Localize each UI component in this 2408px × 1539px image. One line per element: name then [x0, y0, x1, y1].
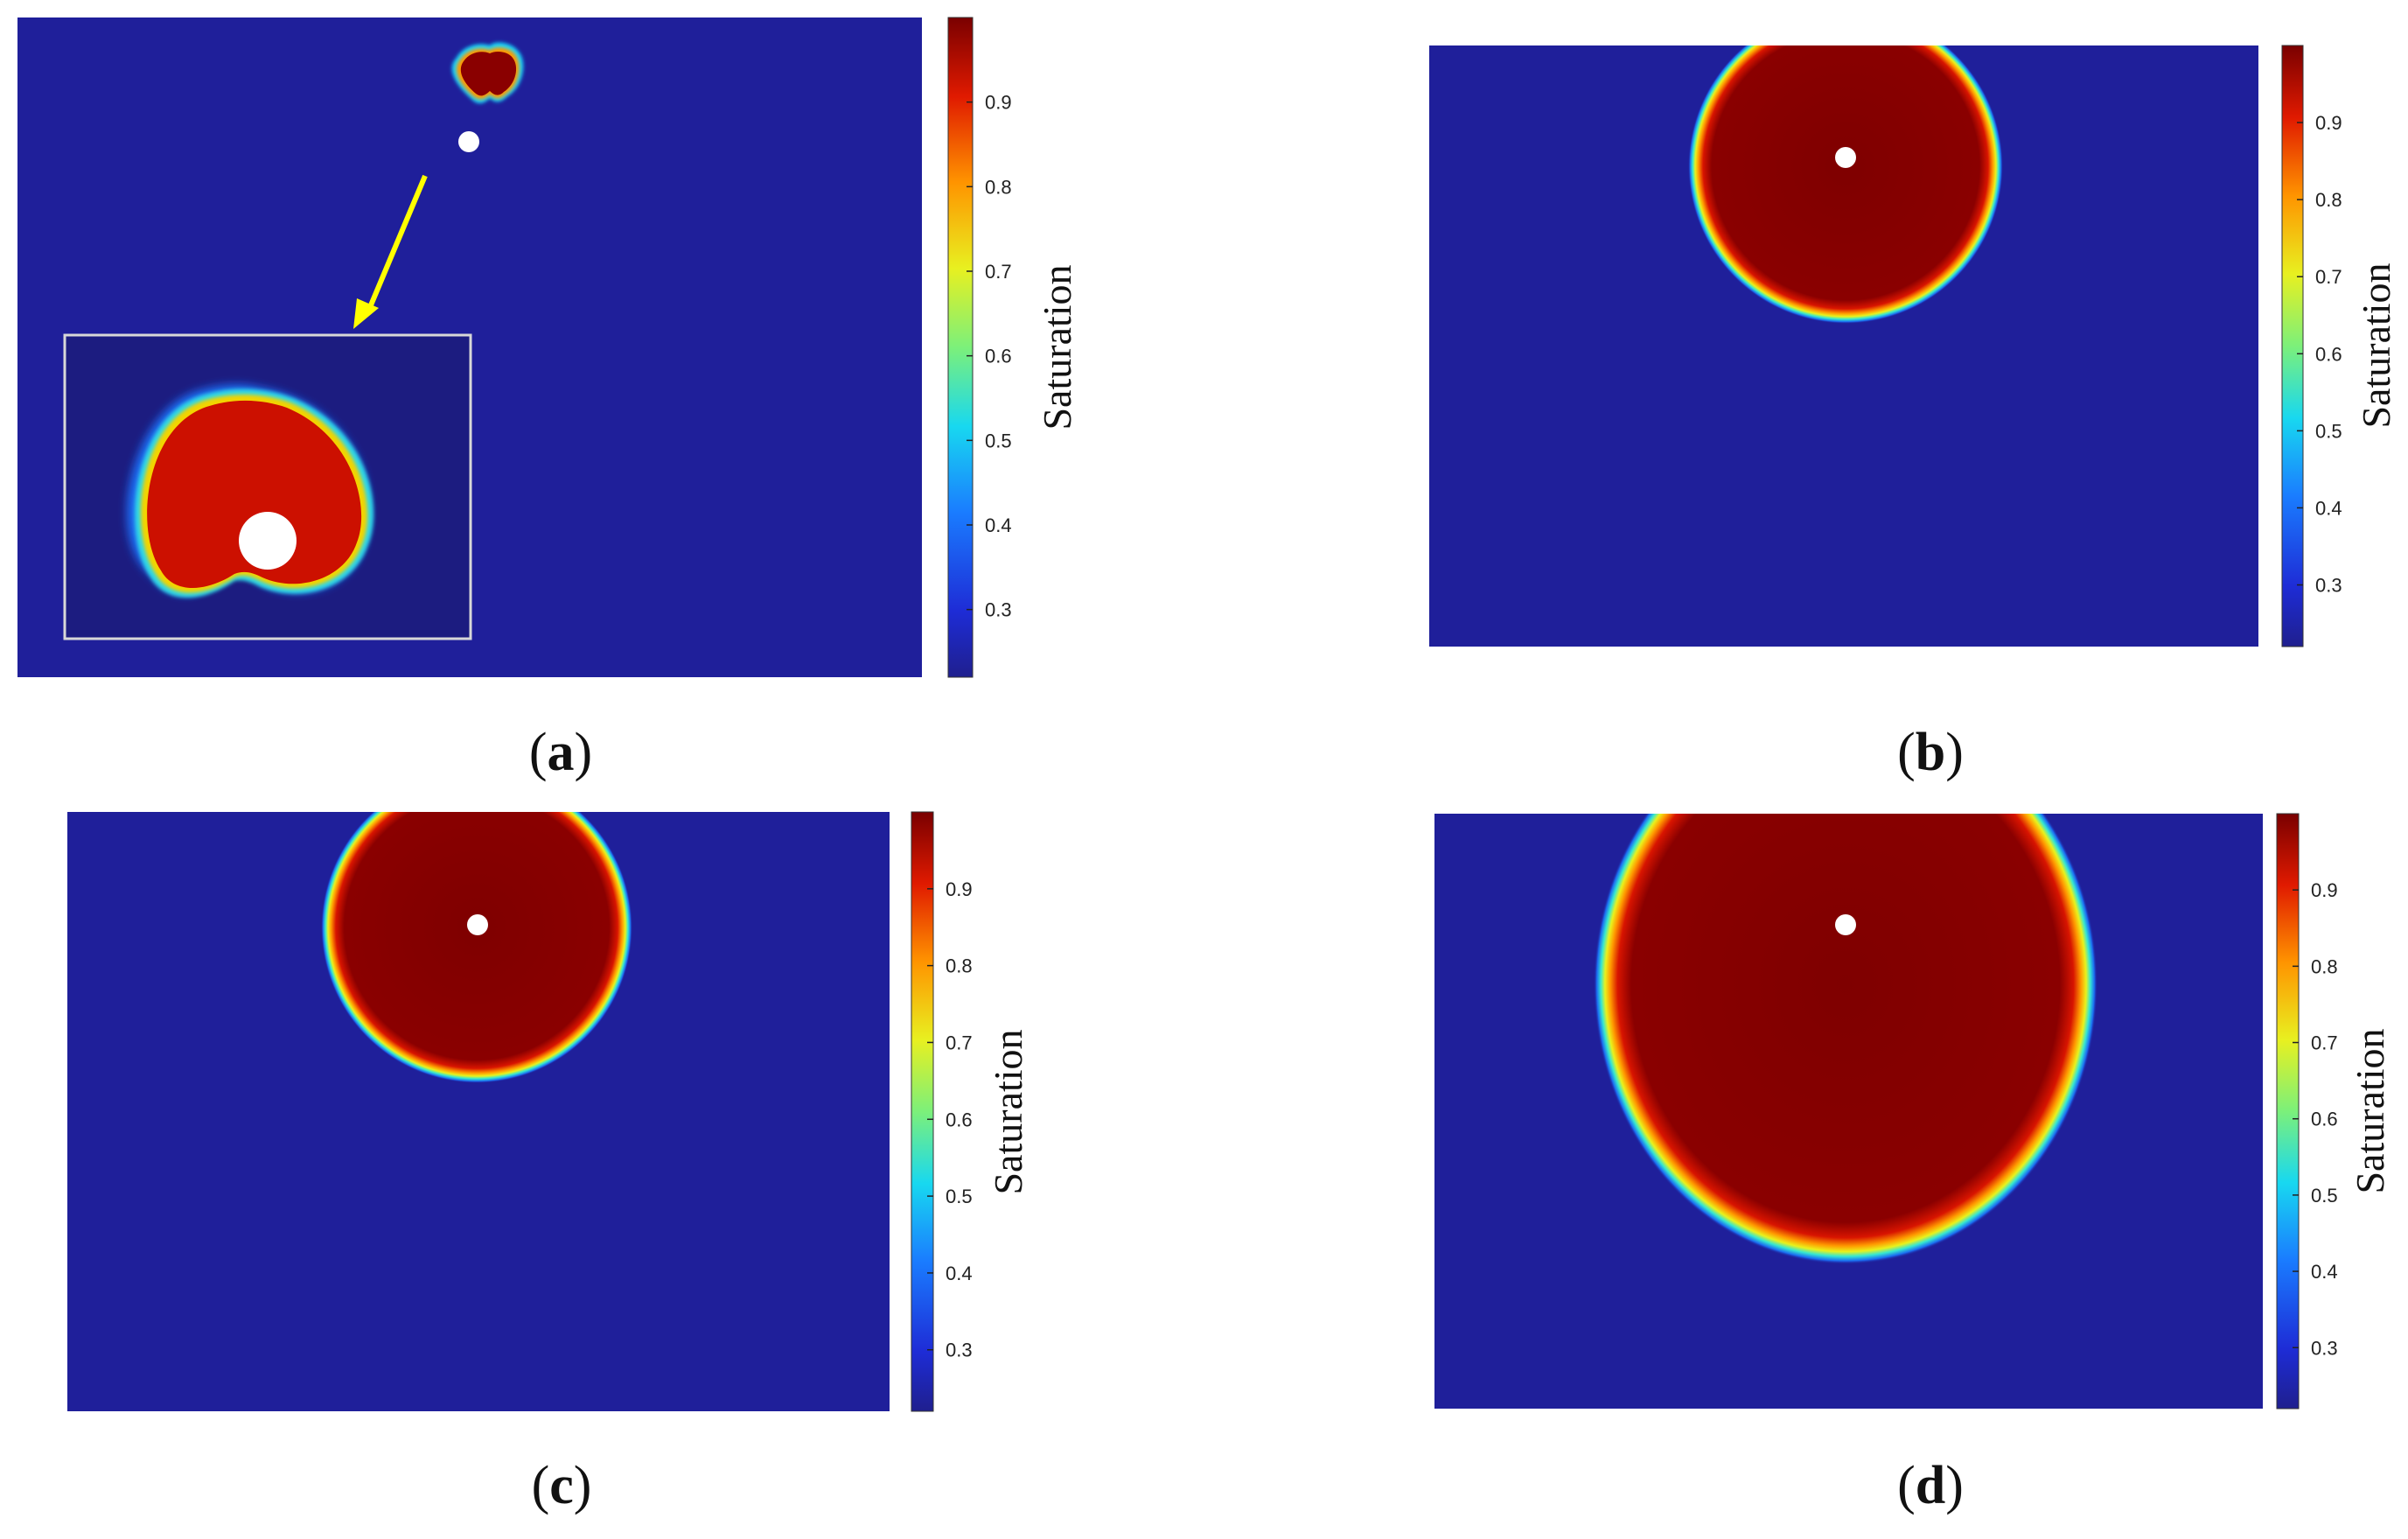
colorbar-tick-label: 0.8: [2315, 189, 2342, 211]
colorbar-tick-label: 0.9: [2311, 879, 2338, 901]
colorbar-tick-label: 0.6: [2315, 343, 2342, 365]
colorbar-tick-label: 0.6: [985, 346, 1012, 367]
panel-b-well: [1835, 147, 1856, 168]
colorbar-tick-label: 0.3: [946, 1340, 973, 1361]
inset-well: [239, 512, 297, 570]
colorbar-tick-label: 0.4: [2311, 1261, 2338, 1283]
panel-c-colorbar-ticks: 0.3 0.4 0.5 0.6 0.7 0.8 0.9: [927, 878, 973, 1361]
panel-b-colorbar: 0.3 0.4 0.5 0.6 0.7 0.8 0.9 Saturation: [2281, 45, 2398, 647]
colorbar-tick-label: 0.8: [985, 176, 1012, 198]
panel-c-label: (c): [532, 1456, 592, 1515]
panel-a: 0.3 0.4 0.5 0.6 0.7 0.8 0.9 Saturation (a): [17, 17, 1079, 782]
colorbar-tick-label: 0.5: [2315, 420, 2342, 442]
panel-a-label: (a): [529, 723, 592, 782]
panel-a-inset: [63, 333, 472, 640]
panel-b-plume: [1688, 45, 2003, 324]
colorbar-tick-label: 0.4: [946, 1263, 973, 1284]
panel-b-label: (b): [1897, 723, 1964, 782]
panel-c-colorbar: 0.3 0.4 0.5 0.6 0.7 0.8 0.9 Saturation: [911, 811, 1030, 1412]
colorbar-tick-label: 0.5: [985, 430, 1012, 451]
colorbar-tick-label: 0.8: [946, 955, 973, 977]
colorbar-tick-label: 0.5: [946, 1186, 973, 1207]
panel-b-colorbar-label: Saturation: [2354, 262, 2398, 428]
colorbar-tick-label: 0.3: [2315, 575, 2342, 597]
panel-a-colorbar-ticks: 0.3 0.4 0.5 0.6 0.7 0.8 0.9: [967, 92, 1012, 621]
panel-d-colorbar-ticks: 0.3 0.4 0.5 0.6 0.7 0.8 0.9: [2293, 879, 2338, 1359]
colorbar-tick-label: 0.7: [2315, 266, 2342, 288]
panel-d-plume: [1594, 814, 2097, 1264]
panel-a-colorbar: 0.3 0.4 0.5 0.6 0.7 0.8 0.9 Saturation: [947, 17, 1079, 678]
colorbar-tick-label: 0.9: [985, 92, 1012, 114]
panel-b-colorbar-ticks: 0.3 0.4 0.5 0.6 0.7 0.8 0.9: [2297, 112, 2342, 597]
colorbar-tick-label: 0.7: [946, 1032, 973, 1053]
colorbar-tick-label: 0.9: [2315, 112, 2342, 134]
panel-d-label: (d): [1897, 1456, 1964, 1515]
panel-c-well: [467, 914, 488, 935]
panel-a-colorbar-label: Saturation: [1035, 264, 1079, 430]
colorbar-tick-label: 0.4: [985, 514, 1012, 536]
colorbar-tick-label: 0.9: [946, 878, 973, 900]
colorbar-tick-label: 0.6: [2311, 1109, 2338, 1130]
panel-c-colorbar-label: Saturation: [986, 1029, 1030, 1194]
colorbar-tick-label: 0.7: [985, 261, 1012, 283]
panel-b: 0.3 0.4 0.5 0.6 0.7 0.8 0.9 Saturation (b): [1429, 45, 2398, 782]
panel-c-plume: [321, 812, 632, 1083]
colorbar-tick-label: 0.3: [985, 599, 1012, 621]
colorbar-tick-label: 0.5: [2311, 1185, 2338, 1207]
panel-d-colorbar: 0.3 0.4 0.5 0.6 0.7 0.8 0.9 Saturation: [2276, 813, 2392, 1410]
panel-d-colorbar-label: Saturation: [2348, 1028, 2392, 1193]
panel-c: 0.3 0.4 0.5 0.6 0.7 0.8 0.9 Saturation (c): [67, 811, 1030, 1515]
colorbar-tick-label: 0.4: [2315, 497, 2342, 519]
colorbar-tick-label: 0.8: [2311, 955, 2338, 977]
colorbar-tick-label: 0.7: [2311, 1032, 2338, 1054]
panel-d-well: [1835, 914, 1856, 935]
colorbar-tick-label: 0.6: [946, 1109, 973, 1130]
colorbar-tick-label: 0.3: [2311, 1337, 2338, 1359]
panel-d: 0.3 0.4 0.5 0.6 0.7 0.8 0.9 Saturation (d): [1434, 813, 2392, 1515]
panel-a-plume: [451, 42, 524, 103]
inset-frame: [63, 333, 472, 640]
panel-a-well: [458, 131, 479, 152]
zoom-arrow: [353, 174, 428, 329]
